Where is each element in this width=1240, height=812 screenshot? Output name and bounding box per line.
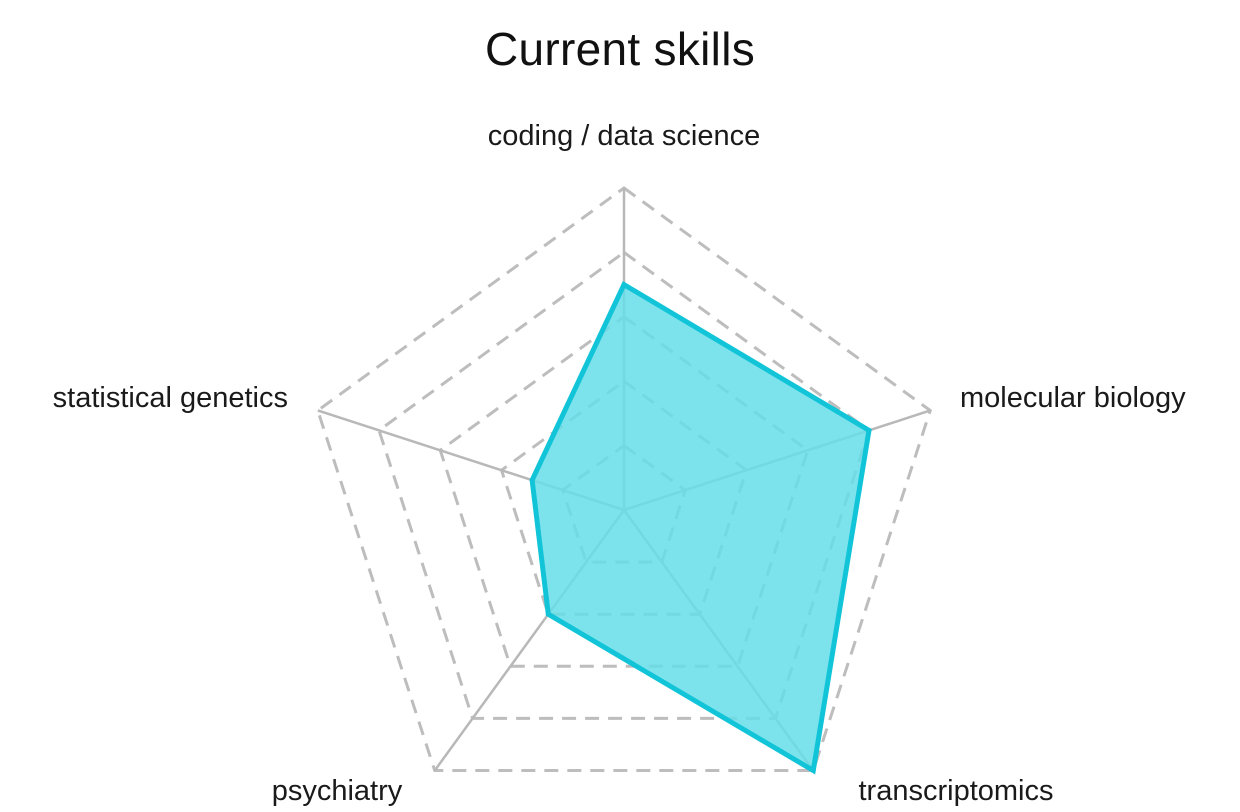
data-point-1: [621, 282, 627, 288]
axis-label-5: statistical genetics: [53, 382, 288, 414]
axis-label-3: transcriptomics: [859, 775, 1054, 807]
radar-series: [529, 281, 872, 775]
chart-title: Current skills: [484, 23, 756, 75]
grid-ring-5: [315, 186, 933, 773]
axis-label-4: psychiatry: [272, 775, 403, 807]
data-point-2: [866, 427, 872, 433]
axis-label-2: molecular biology: [960, 382, 1186, 414]
axis-label-1: coding / data science: [488, 120, 760, 152]
series-outline-1: [529, 281, 872, 775]
data-point-3: [810, 768, 816, 774]
series-area-1: [532, 284, 869, 771]
radar-axis-labels: coding / data science molecular biology tr…: [53, 120, 1186, 807]
data-point-4: [545, 611, 551, 617]
data-point-5: [529, 477, 535, 483]
